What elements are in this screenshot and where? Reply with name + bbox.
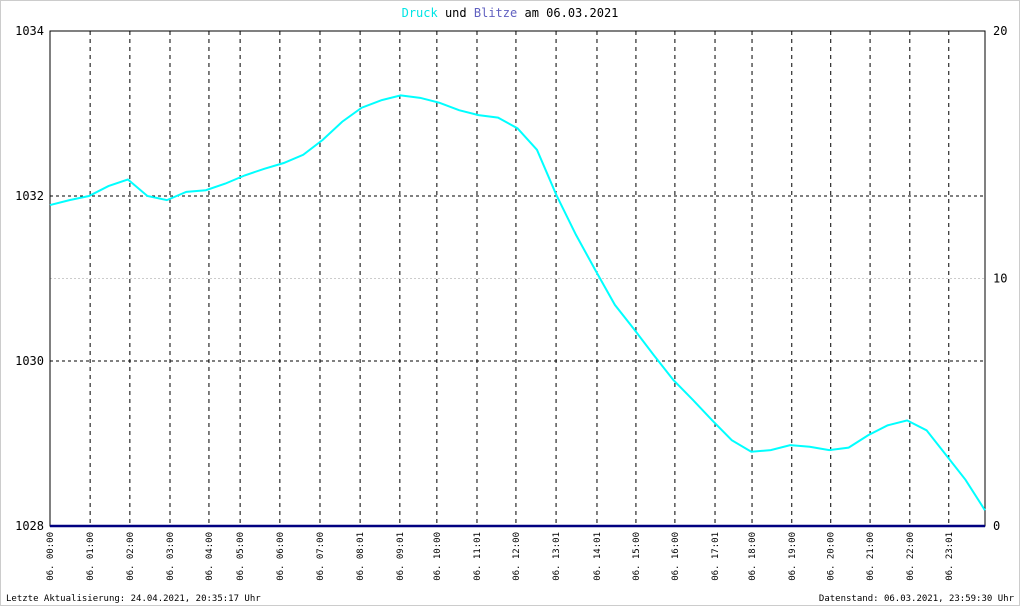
x-tick-label: 06. 20:00 [827,532,837,581]
x-tick-label: 06. 19:00 [788,532,798,581]
y-tick-label: 1028 [15,519,44,533]
title-druck: Druck [402,6,439,20]
x-tick-label: 06. 22:00 [906,532,916,581]
x-tick-label: 06. 05:00 [236,532,246,581]
x-tick-label: 06. 21:00 [866,532,876,581]
x-tick-label: 06. 10:00 [433,532,443,581]
x-tick-label: 06. 13:01 [552,532,562,581]
x-tick-label: 06. 14:01 [593,532,603,581]
x-tick-label: 06. 08:01 [356,532,366,581]
x-tick-label: 06. 15:00 [632,532,642,581]
x-tick-label: 06. 06:00 [276,532,286,581]
footer-right: Datenstand: 06.03.2021, 23:59:30 Uhr [819,594,1015,604]
y-tick-label: 1032 [15,189,44,203]
y-tick-label: 1034 [15,24,44,38]
x-tick-label: 06. 04:00 [205,532,215,581]
y2-tick-label: 10 [993,272,1007,286]
x-tick-label: 06. 18:00 [748,532,758,581]
y2-tick-label: 20 [993,24,1007,38]
x-tick-label: 06. 11:01 [473,532,483,581]
title-blitze: Blitze [474,6,517,20]
x-tick-label: 06. 12:00 [512,532,522,581]
x-tick-label: 06. 16:00 [671,532,681,581]
x-tick-label: 06. 09:01 [396,532,406,581]
x-tick-label: 06. 23:01 [945,532,955,581]
series-line [49,94,986,511]
y-tick-label: 1030 [15,354,44,368]
footer-left: Letzte Aktualisierung: 24.04.2021, 20:35… [6,594,261,604]
chart-title: Druck und Blitze am 06.03.2021 [402,6,619,20]
title-und: und [445,6,467,20]
x-tick-label: 06. 00:00 [46,532,56,581]
x-tick-label: 06. 01:00 [86,532,96,581]
x-tick-label: 06. 02:00 [126,532,136,581]
title-date: am 06.03.2021 [524,6,618,20]
x-tick-label: 06. 17:01 [711,532,721,581]
x-tick-label: 06. 03:00 [166,532,176,581]
x-tick-label: 06. 07:00 [316,532,326,581]
y2-tick-label: 0 [993,519,1000,533]
